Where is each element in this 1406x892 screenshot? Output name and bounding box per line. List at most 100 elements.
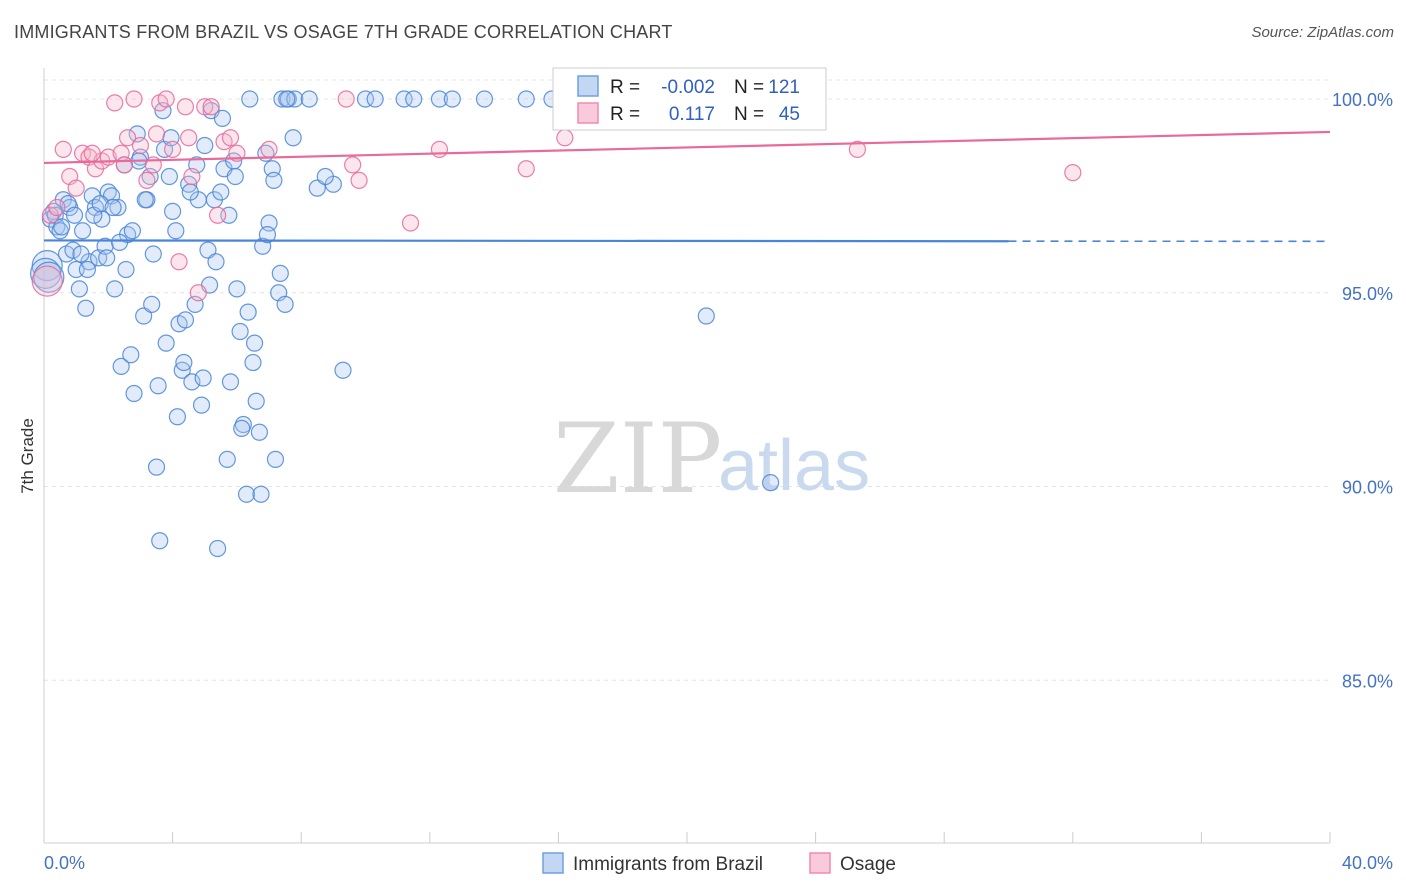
brazil-point-124 <box>194 369 212 387</box>
brazil-point-45 <box>183 373 201 391</box>
brazil-point-139 <box>300 90 318 108</box>
brazil-point-8 <box>64 241 82 259</box>
y-tick-label-3: 85.0% <box>1342 671 1393 691</box>
osage-point-34 <box>350 171 368 189</box>
series-osage-points <box>31 90 1082 302</box>
series-legend: Immigrants from Brazil Osage <box>542 852 896 875</box>
legend-n-label-osage: N = <box>734 104 764 125</box>
brazil-point-126 <box>207 253 225 271</box>
brazil-point-38 <box>160 167 178 186</box>
brazil-point-80 <box>356 90 375 108</box>
brazil-point-136 <box>271 264 289 282</box>
osage-point-23 <box>183 167 201 186</box>
brazil-point-112 <box>117 260 135 279</box>
brazil-point-23 <box>112 357 130 375</box>
osage-point-37 <box>517 160 535 178</box>
brazil-point-54 <box>212 183 230 201</box>
brazil-point-37 <box>157 334 175 352</box>
brazil-point-133 <box>252 485 270 503</box>
brazil-point-71 <box>266 450 285 468</box>
brazil-point-60 <box>231 322 249 341</box>
brazil-point-113 <box>123 222 142 240</box>
brazil-point-86 <box>475 90 494 108</box>
brazil-point-26 <box>122 346 140 364</box>
osage-point-24 <box>189 284 207 302</box>
trend-lines <box>43 130 1331 243</box>
watermark-atlas: atlas <box>718 426 870 506</box>
osage-point-32 <box>337 90 355 108</box>
y-tick-label-0: 100.0% <box>1332 90 1393 110</box>
trend-line-osage <box>43 130 1331 165</box>
brazil-point-39 <box>164 202 182 220</box>
brazil-point-63 <box>241 90 259 108</box>
brazil-point-106 <box>78 260 97 279</box>
brazil-point-111 <box>110 233 129 251</box>
legend-n-value-osage: 45 <box>779 104 800 125</box>
brazil-point-131 <box>239 303 257 321</box>
y-axis-title: 7th Grade <box>18 418 37 494</box>
osage-point-36 <box>430 140 449 158</box>
watermark-zip: ZIP <box>553 403 722 515</box>
brazil-point-79 <box>334 361 352 379</box>
osage-point-40 <box>1064 164 1082 182</box>
brazil-point-129 <box>226 167 244 186</box>
brazil-point-115 <box>136 191 154 209</box>
osage-point-31 <box>260 140 278 158</box>
brazil-point-64 <box>244 353 262 372</box>
brazil-point-62 <box>237 485 256 503</box>
brazil-point-127 <box>213 109 232 127</box>
brazil-point-49 <box>196 136 214 155</box>
brazil-point-35 <box>151 532 169 550</box>
brazil-point-53 <box>209 539 227 558</box>
osage-point-44 <box>180 129 198 147</box>
brazil-point-83 <box>405 90 423 108</box>
legend-r-value-osage: 0.117 <box>669 104 715 125</box>
brazil-point-130 <box>233 419 251 437</box>
brazil-point-116 <box>143 295 161 313</box>
brazil-point-43 <box>176 311 195 329</box>
y-tick-labels: 100.0% 95.0% 90.0% 85.0% <box>1332 90 1393 691</box>
brazil-point-50 <box>199 241 217 259</box>
x-ticks <box>172 832 1331 843</box>
osage-point-16 <box>138 171 156 189</box>
brazil-point-105 <box>72 245 90 263</box>
osage-point-35 <box>401 214 420 232</box>
brazil-point-84 <box>430 90 449 108</box>
brazil-point-109 <box>98 249 116 267</box>
osage-point-3 <box>54 140 72 158</box>
brazil-point-57 <box>221 373 240 391</box>
brazil-point-21 <box>106 280 124 298</box>
osage-point-11 <box>106 94 124 112</box>
osage-point-42 <box>115 156 133 174</box>
brazil-point-108 <box>91 195 109 213</box>
legend-r-label-brazil: R = <box>610 77 640 98</box>
brazil-point-120 <box>168 408 187 426</box>
osage-point-27 <box>209 206 227 224</box>
brazil-point-74 <box>276 295 294 313</box>
osage-point-25 <box>196 98 214 116</box>
brazil-point-48 <box>192 396 211 414</box>
brazil-point-87 <box>517 90 535 108</box>
y-tick-label-2: 90.0% <box>1342 478 1393 498</box>
osage-point-41 <box>83 144 101 162</box>
osage-point-20 <box>164 140 182 158</box>
brazil-point-102 <box>53 218 71 236</box>
brazil-point-132 <box>245 334 264 352</box>
brazil-point-135 <box>265 171 283 189</box>
chart-title: IMMIGRANTS FROM BRAZIL VS OSAGE 7TH GRAD… <box>14 22 673 42</box>
x-tick-label-max: 40.0% <box>1342 853 1393 873</box>
brazil-point-56 <box>218 450 236 468</box>
brazil-point-33 <box>144 245 162 263</box>
osage-point-15 <box>131 136 150 155</box>
brazil-point-110 <box>104 198 122 217</box>
osage-point-43 <box>147 125 166 143</box>
brazil-point-10 <box>70 280 88 298</box>
brazil-point-77 <box>308 179 326 197</box>
osage-point-21 <box>170 253 188 271</box>
brazil-point-66 <box>250 423 269 441</box>
brazil-point-96 <box>697 307 715 325</box>
osage-point-14 <box>125 90 143 108</box>
y-tick-label-1: 95.0% <box>1342 284 1393 304</box>
osage-point-13 <box>118 129 137 147</box>
osage-point-19 <box>157 90 175 108</box>
